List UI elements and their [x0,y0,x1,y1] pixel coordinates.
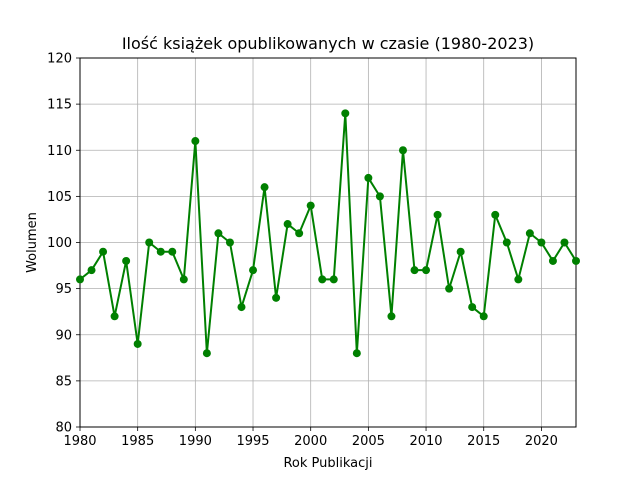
data-point [364,173,373,182]
data-point [122,256,131,265]
data-point [133,339,142,348]
data-point [329,275,338,284]
data-point [352,349,361,358]
y-tick-label: 110 [47,144,72,159]
x-tick-label: 1995 [236,434,269,449]
data-point [260,183,269,192]
data-point [525,229,534,238]
data-point [179,275,188,284]
data-point [225,238,234,247]
data-point [387,312,396,321]
data-point [156,247,165,256]
data-point [283,220,292,229]
data-point [537,238,546,247]
data-point [445,284,454,293]
data-point [99,247,108,256]
y-tick-label: 100 [47,236,72,251]
data-point [295,229,304,238]
y-tick-label: 85 [55,374,72,389]
data-point [375,192,384,201]
data-point [433,210,442,219]
data-point [422,266,431,275]
data-point [168,247,177,256]
y-axis-ticks: 80 85 90 95 100 105 110 115 120 [47,52,80,436]
data-point [514,275,523,284]
chart-title: Ilość książek opublikowanych w czasie (1… [122,34,534,53]
x-tick-label: 2010 [409,434,442,449]
x-tick-label: 2000 [294,434,327,449]
data-point [491,210,500,219]
y-tick-label: 90 [55,328,72,343]
data-point [237,303,246,312]
x-tick-label: 2020 [525,434,558,449]
data-point [110,312,119,321]
data-point [306,201,315,210]
data-point [572,256,580,265]
data-point [214,229,223,238]
y-tick-label: 115 [47,98,72,113]
data-point [548,256,557,265]
series-layer [76,109,580,358]
x-tick-label: 2015 [467,434,500,449]
y-tick-label: 105 [47,190,72,205]
y-tick-label: 95 [55,282,72,297]
y-tick-label: 120 [47,52,72,67]
data-point [87,266,96,275]
data-point [191,137,200,146]
x-axis-ticks: 1980 1985 1990 1995 2000 2005 2010 2015 2020 [63,427,558,449]
data-point [341,109,350,118]
data-point [318,275,327,284]
series-group [76,109,580,358]
data-point [410,266,419,275]
data-point [272,293,281,302]
x-tick-label: 1990 [179,434,212,449]
x-tick-label: 1980 [63,434,96,449]
data-point [202,349,211,358]
x-axis-title: Rok Publikacji [283,456,372,471]
data-point [468,303,477,312]
data-point [145,238,154,247]
data-point [249,266,258,275]
data-point [502,238,511,247]
data-point [76,275,84,284]
x-tick-label: 1985 [121,434,154,449]
data-point [398,146,407,155]
data-point [560,238,569,247]
data-point [456,247,465,256]
data-point [479,312,488,321]
y-tick-label: 80 [55,421,72,436]
x-tick-label: 2005 [352,434,385,449]
y-axis-title: Wolumen [25,212,40,273]
